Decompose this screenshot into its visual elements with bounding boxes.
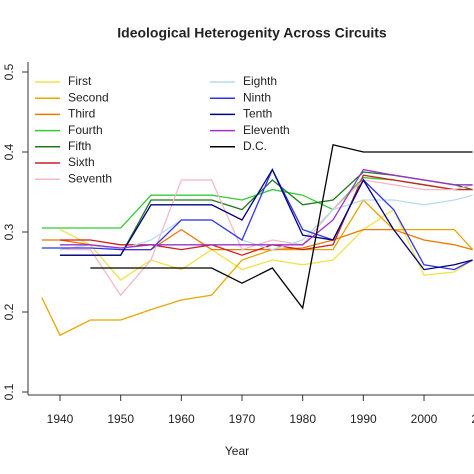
x-tick-label: 1940	[47, 412, 74, 426]
legend-label: D.C.	[243, 139, 267, 153]
x-tick-label: 1980	[289, 412, 316, 426]
legend-label: Tenth	[243, 107, 272, 121]
x-tick-label: 1990	[350, 412, 377, 426]
x-axis-label: Year	[225, 444, 249, 458]
x-tick-label: 2000	[411, 412, 438, 426]
y-tick-label: 0.1	[2, 383, 16, 400]
series-line	[41, 198, 474, 337]
x-tick-label: 1950	[107, 412, 134, 426]
series-line	[90, 144, 473, 310]
legend-label: Second	[68, 90, 109, 104]
legend-label: Fifth	[68, 139, 91, 153]
legend-label: First	[68, 74, 92, 88]
legend-label: Third	[68, 107, 95, 121]
legend-label: Fourth	[68, 123, 103, 137]
x-tick-label: 1960	[168, 412, 195, 426]
x-tick-label: 1970	[229, 412, 256, 426]
series-line	[60, 168, 473, 271]
series-line	[60, 179, 473, 297]
series-line	[59, 208, 473, 281]
chart-title: Ideological Heterogenity Across Circuits	[117, 25, 387, 41]
legend-label: Eighth	[243, 74, 277, 88]
y-tick-label: 0.2	[2, 303, 16, 320]
y-tick-label: 0.5	[2, 63, 16, 80]
y-tick-label: 0.4	[2, 143, 16, 160]
legend-label: Seventh	[68, 171, 112, 185]
legend-label: Sixth	[68, 155, 95, 169]
x-tick-label: 2010	[471, 412, 474, 426]
series-line	[60, 168, 473, 249]
series-line	[41, 168, 473, 271]
y-tick-label: 0.3	[2, 223, 16, 240]
legend-label: Ninth	[243, 90, 271, 104]
legend-label: Eleventh	[243, 123, 290, 137]
